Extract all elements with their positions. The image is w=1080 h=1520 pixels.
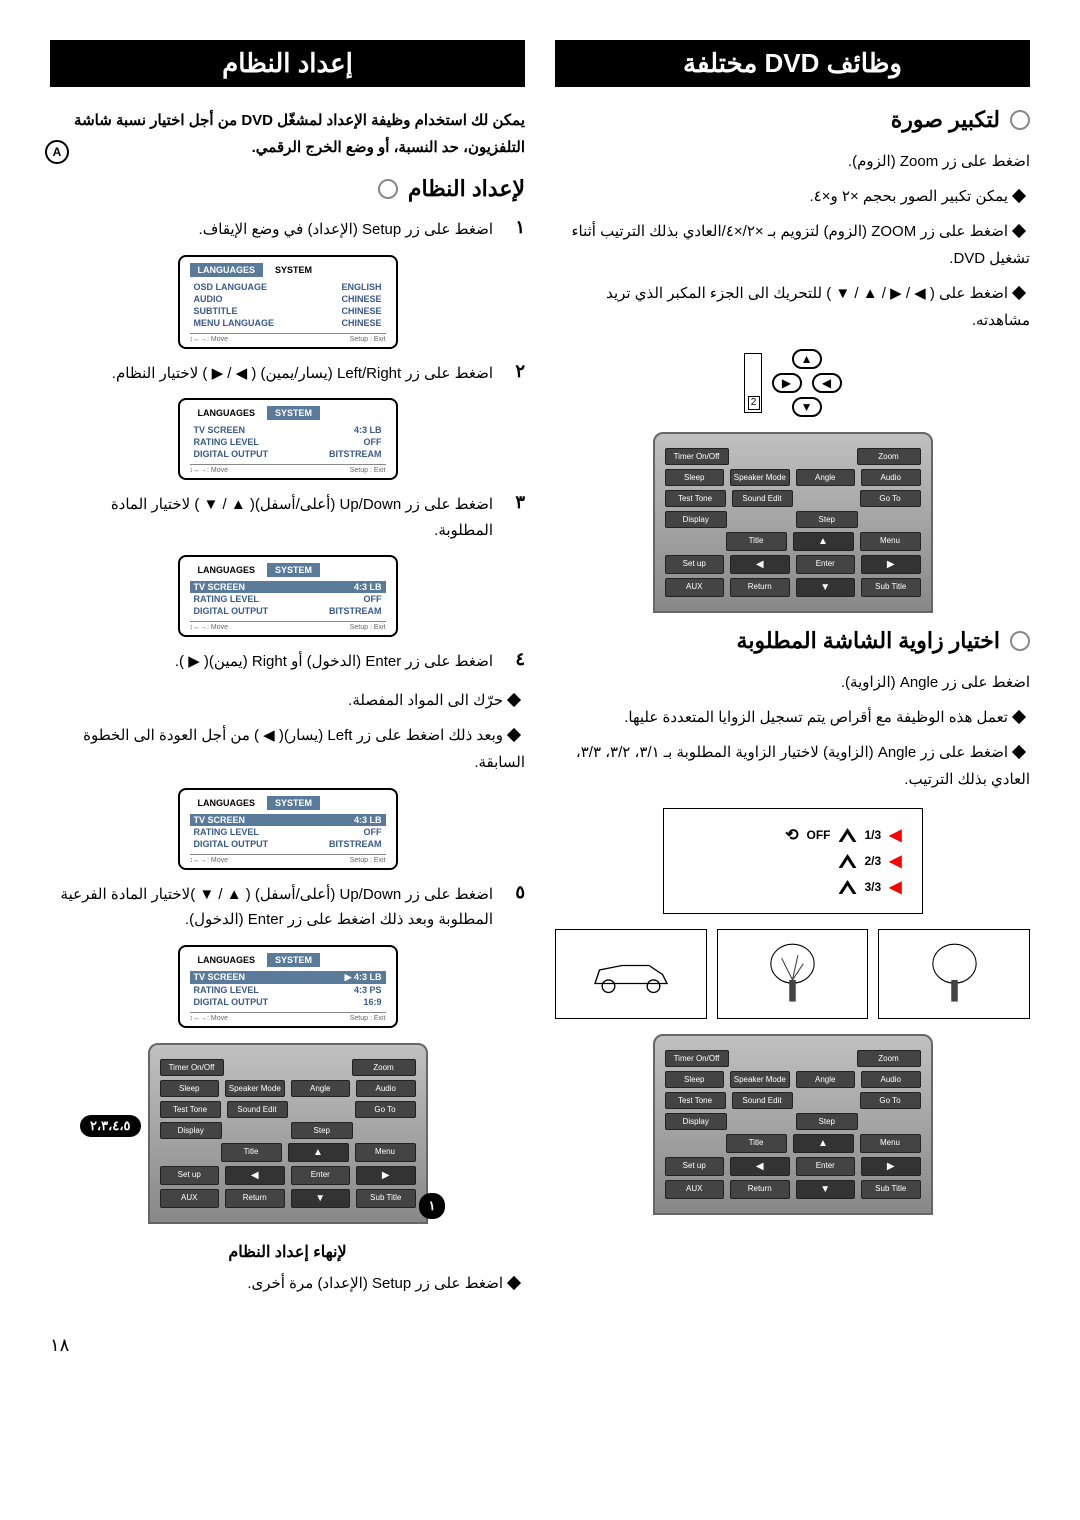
- bullet-icon: [1010, 631, 1030, 651]
- end-title: لإنهاء إعداد النظام: [50, 1242, 525, 1262]
- angle-b1: تعمل هذه الوظيفة مع أقراص يتم تسجيل الزو…: [555, 704, 1030, 731]
- setup-section-title: لإعداد النظام: [408, 176, 525, 202]
- step4-b2: وبعد ذلك اضغط على زر Left (يسار)( ◀ ) من…: [50, 722, 525, 776]
- zoom-title: لتكبير صورة: [891, 107, 1000, 133]
- zoom-b1: يمكن تكبير الصور بحجم ×٢ و×٤.: [555, 183, 1030, 210]
- step1: اضغط على زر Setup (الإعداد) في وضع الإيق…: [50, 217, 493, 243]
- remote-diagram-zoom: Timer On/OffZoom SleepSpeaker ModeAngleA…: [653, 432, 933, 613]
- dpad-diagram: ▲ ◀ ▶ ▼: [555, 349, 1030, 417]
- step5: اضغط على زر Up/Down (أعلى/أسفل) ( ▲ / ▼ …: [50, 882, 493, 933]
- right-banner: وظائف DVD مختلفة: [555, 40, 1030, 87]
- zoom-b3: اضغط على ( ◀ / ▶ / ▲ / ▼ ) للتحريك الى ا…: [555, 280, 1030, 334]
- angle-illustrations: [555, 929, 1030, 1019]
- angle-b2: اضغط على زر Angle (الزاوية) لاختيار الزا…: [555, 739, 1030, 793]
- end-text: اضغط على زر Setup (الإعداد) مرة أخرى.: [50, 1270, 525, 1297]
- angle-intro: اضغط على زر Angle (الزاوية).: [555, 669, 1030, 696]
- menu-box-5: LANGUAGESSYSTEM TV SCREEN▶ 4:3 LB RATING…: [178, 945, 398, 1028]
- angle-title: اختيار زاوية الشاشة المطلوبة: [737, 628, 1000, 654]
- callout-steps: ٢،٣،٤،٥: [80, 1115, 141, 1137]
- page-number: ١٨: [50, 1335, 1030, 1356]
- menu-box-2: LANGUAGESSYSTEM TV SCREEN4:3 LB RATING L…: [178, 398, 398, 480]
- angle-display: ⟲OFF 1/3◀ 2/3◀ 3/3◀: [663, 808, 923, 914]
- left-banner: إعداد النظام: [50, 40, 525, 87]
- step4: اضغط على زر Enter (الدخول) أو Right (يمي…: [50, 649, 493, 675]
- step4-b1: حرّك الى المواد المفصلة.: [50, 687, 525, 714]
- menu-box-1: LANGUAGESSYSTEM OSD LANGUAGEENGLISH AUDI…: [178, 255, 398, 349]
- remote-diagram-setup: Timer On/OffZoom SleepSpeaker ModeAngleA…: [148, 1043, 428, 1224]
- zoom-intro: اضغط على زر Zoom (الزوم).: [555, 148, 1030, 175]
- zoom-b2: اضغط على زر ZOOM (الزوم) لتزويم بـ ×٢/×٤…: [555, 218, 1030, 272]
- remote-diagram-angle: Timer On/OffZoom SleepSpeaker ModeAngleA…: [653, 1034, 933, 1215]
- page-side-badge: A: [45, 140, 69, 164]
- callout-one: ١: [419, 1193, 445, 1219]
- menu-box-3: LANGUAGESSYSTEM TV SCREEN4:3 LB RATING L…: [178, 555, 398, 637]
- step3: اضغط على زر Up/Down (أعلى/أسفل)( ▲ / ▼ )…: [50, 492, 493, 543]
- bullet-icon: [1010, 110, 1030, 130]
- menu-box-4: LANGUAGESSYSTEM TV SCREEN4:3 LB RATING L…: [178, 788, 398, 870]
- bullet-icon: [378, 179, 398, 199]
- step2: اضغط على زر Left/Right (يسار/يمين) ( ◀ /…: [50, 361, 493, 387]
- setup-intro: يمكن لك استخدام وظيفة الإعداد لمشغّل DVD…: [50, 107, 525, 161]
